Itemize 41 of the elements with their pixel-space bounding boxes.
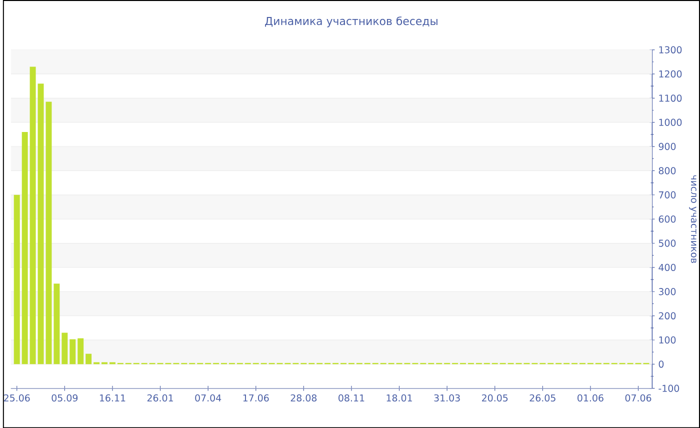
bar xyxy=(62,332,68,364)
y-tick-label: 1000 xyxy=(659,118,682,126)
x-tick-label: 07.06 xyxy=(625,394,652,402)
x-tick-label: 20.05 xyxy=(482,394,508,402)
y-tick-label: 300 xyxy=(658,288,676,296)
x-tick-label: 26.01 xyxy=(147,394,173,402)
x-tick-label: 31.03 xyxy=(434,394,460,402)
y-tick-label: 1200 xyxy=(659,70,682,78)
x-tick-label: 07.04 xyxy=(195,394,222,402)
y-tick-label: 400 xyxy=(658,264,676,271)
bar xyxy=(30,66,36,364)
y-axis-title: число участников xyxy=(689,175,696,263)
y-tick-label: 0 xyxy=(658,360,664,368)
bar xyxy=(14,194,20,364)
y-tick-label: 600 xyxy=(658,215,676,223)
y-tick-label: 900 xyxy=(658,142,676,150)
bar xyxy=(54,284,60,364)
x-tick-label: 25.06 xyxy=(4,394,30,402)
y-tick-label: -100 xyxy=(658,384,680,392)
x-tick-label: 26.05 xyxy=(530,394,556,402)
y-tick-label: 1300 xyxy=(659,46,682,54)
bar xyxy=(86,354,92,364)
y-tick-label: 500 xyxy=(658,240,676,247)
x-tick-label: 18.01 xyxy=(386,394,412,402)
x-tick-label: 28.08 xyxy=(290,394,317,402)
bar xyxy=(38,84,44,364)
bar xyxy=(78,338,84,364)
bar xyxy=(46,102,52,364)
x-tick-label: 08.11 xyxy=(338,394,364,402)
y-tick-label: 1100 xyxy=(659,94,682,102)
x-tick-label: 05.09 xyxy=(52,394,78,402)
x-tick-label: 17.06 xyxy=(243,394,269,402)
y-tick-label: 100 xyxy=(659,336,676,344)
chart-title: Динамика участников беседы xyxy=(265,16,438,28)
y-tick-label: 800 xyxy=(658,167,676,174)
y-tick-label: 200 xyxy=(658,312,676,320)
bar xyxy=(70,339,76,364)
bar xyxy=(22,132,28,364)
y-tick-label: 700 xyxy=(658,191,676,198)
x-tick-label: 16.11 xyxy=(100,394,126,402)
x-tick-label: 01.06 xyxy=(578,394,604,402)
